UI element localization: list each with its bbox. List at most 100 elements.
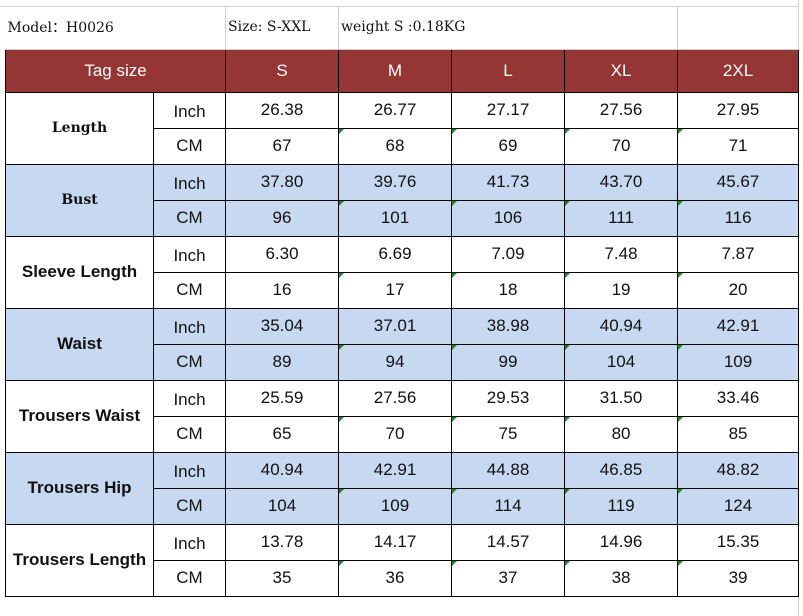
value-cell[interactable]: 85 [677, 415, 800, 453]
measurement-label[interactable]: Trousers Waist [5, 379, 154, 453]
size-header-2xl[interactable]: 2XL [677, 48, 800, 93]
value-cell[interactable]: 26.38 [225, 91, 340, 129]
value-cell[interactable]: 13.78 [225, 523, 340, 561]
value-cell[interactable]: 6.30 [225, 235, 340, 273]
value-cell[interactable]: 65 [225, 415, 340, 453]
value-cell[interactable]: 104 [564, 343, 679, 381]
value-cell[interactable]: 43.70 [564, 163, 679, 201]
value-cell[interactable]: 39 [677, 559, 800, 597]
value-cell[interactable]: 25.59 [225, 379, 340, 417]
unit-label-inch[interactable]: Inch [152, 451, 227, 489]
value-cell[interactable]: 7.09 [451, 235, 566, 273]
size-header-xl[interactable]: XL [564, 48, 679, 93]
value-cell[interactable]: 27.17 [451, 91, 566, 129]
unit-label-cm[interactable]: CM [152, 343, 227, 381]
unit-label-inch[interactable]: Inch [152, 523, 227, 561]
value-cell[interactable]: 114 [451, 487, 566, 525]
unit-label-cm[interactable]: CM [152, 199, 227, 237]
value-cell[interactable]: 29.53 [451, 379, 566, 417]
value-cell[interactable]: 36 [338, 559, 453, 597]
value-cell[interactable]: 14.96 [564, 523, 679, 561]
value-cell[interactable]: 40.94 [225, 451, 340, 489]
value-cell[interactable]: 42.91 [338, 451, 453, 489]
measurement-label[interactable]: Sleeve Length [5, 235, 154, 309]
value-cell[interactable]: 14.57 [451, 523, 566, 561]
measurement-label[interactable]: Waist [5, 307, 154, 381]
value-cell[interactable]: 7.87 [677, 235, 800, 273]
weight-cell[interactable]: weight S :0.18KG [338, 6, 679, 50]
value-cell[interactable]: 109 [338, 487, 453, 525]
value-cell[interactable]: 6.69 [338, 235, 453, 273]
value-cell[interactable]: 104 [225, 487, 340, 525]
value-cell[interactable]: 27.56 [338, 379, 453, 417]
unit-label-cm[interactable]: CM [152, 415, 227, 453]
value-cell[interactable]: 31.50 [564, 379, 679, 417]
size-header-l[interactable]: L [451, 48, 566, 93]
value-cell[interactable]: 69 [451, 127, 566, 165]
value-cell[interactable]: 27.95 [677, 91, 800, 129]
value-cell[interactable]: 70 [564, 127, 679, 165]
unit-label-inch[interactable]: Inch [152, 235, 227, 273]
value-cell[interactable]: 14.17 [338, 523, 453, 561]
value-cell[interactable]: 67 [225, 127, 340, 165]
value-cell[interactable]: 18 [451, 271, 566, 309]
value-cell[interactable]: 71 [677, 127, 800, 165]
value-cell[interactable]: 37.80 [225, 163, 340, 201]
value-cell[interactable]: 46.85 [564, 451, 679, 489]
value-cell[interactable]: 116 [677, 199, 800, 237]
value-cell[interactable]: 16 [225, 271, 340, 309]
value-cell[interactable]: 94 [338, 343, 453, 381]
value-cell[interactable]: 89 [225, 343, 340, 381]
value-cell[interactable]: 41.73 [451, 163, 566, 201]
value-cell[interactable]: 19 [564, 271, 679, 309]
unit-label-inch[interactable]: Inch [152, 163, 227, 201]
value-cell[interactable]: 48.82 [677, 451, 800, 489]
value-cell[interactable]: 99 [451, 343, 566, 381]
value-cell[interactable]: 80 [564, 415, 679, 453]
unit-label-cm[interactable]: CM [152, 559, 227, 597]
value-cell[interactable]: 45.67 [677, 163, 800, 201]
value-cell[interactable]: 70 [338, 415, 453, 453]
value-cell[interactable]: 44.88 [451, 451, 566, 489]
value-cell[interactable]: 7.48 [564, 235, 679, 273]
value-cell[interactable]: 42.91 [677, 307, 800, 345]
tag-size-label[interactable]: Tag size [4, 48, 227, 93]
value-cell[interactable]: 27.56 [564, 91, 679, 129]
measurement-label[interactable]: Trousers Length [5, 523, 154, 597]
value-cell[interactable]: 40.94 [564, 307, 679, 345]
value-cell[interactable]: 75 [451, 415, 566, 453]
value-cell[interactable]: 119 [564, 487, 679, 525]
value-cell[interactable]: 68 [338, 127, 453, 165]
measurement-label[interactable]: Trousers Hip [5, 451, 154, 525]
value-cell[interactable]: 33.46 [677, 379, 800, 417]
model-cell[interactable]: Model：H0026 [5, 6, 227, 50]
value-cell[interactable]: 20 [677, 271, 800, 309]
value-cell[interactable]: 35 [225, 559, 340, 597]
size-header-s[interactable]: S [225, 48, 340, 93]
value-cell[interactable]: 124 [677, 487, 800, 525]
value-cell[interactable]: 26.77 [338, 91, 453, 129]
measurement-label[interactable]: Length [5, 91, 154, 165]
value-cell[interactable]: 15.35 [677, 523, 800, 561]
size-header-m[interactable]: M [338, 48, 453, 93]
size-range-cell[interactable]: Size: S-XXL [225, 6, 340, 50]
value-cell[interactable]: 39.76 [338, 163, 453, 201]
value-cell[interactable]: 96 [225, 199, 340, 237]
value-cell[interactable]: 38.98 [451, 307, 566, 345]
value-cell[interactable]: 109 [677, 343, 800, 381]
unit-label-inch[interactable]: Inch [152, 307, 227, 345]
value-cell[interactable]: 17 [338, 271, 453, 309]
value-cell[interactable]: 111 [564, 199, 679, 237]
unit-label-cm[interactable]: CM [152, 271, 227, 309]
value-cell[interactable]: 101 [338, 199, 453, 237]
value-cell[interactable]: 35.04 [225, 307, 340, 345]
unit-label-cm[interactable]: CM [152, 487, 227, 525]
value-cell[interactable]: 38 [564, 559, 679, 597]
empty-cell[interactable] [677, 6, 800, 50]
unit-label-cm[interactable]: CM [152, 127, 227, 165]
unit-label-inch[interactable]: Inch [152, 91, 227, 129]
measurement-label[interactable]: Bust [5, 163, 154, 237]
value-cell[interactable]: 106 [451, 199, 566, 237]
value-cell[interactable]: 37.01 [338, 307, 453, 345]
unit-label-inch[interactable]: Inch [152, 379, 227, 417]
